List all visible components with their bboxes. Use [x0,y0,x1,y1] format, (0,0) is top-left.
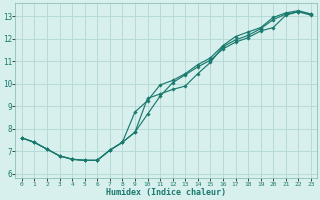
X-axis label: Humidex (Indice chaleur): Humidex (Indice chaleur) [106,188,226,197]
